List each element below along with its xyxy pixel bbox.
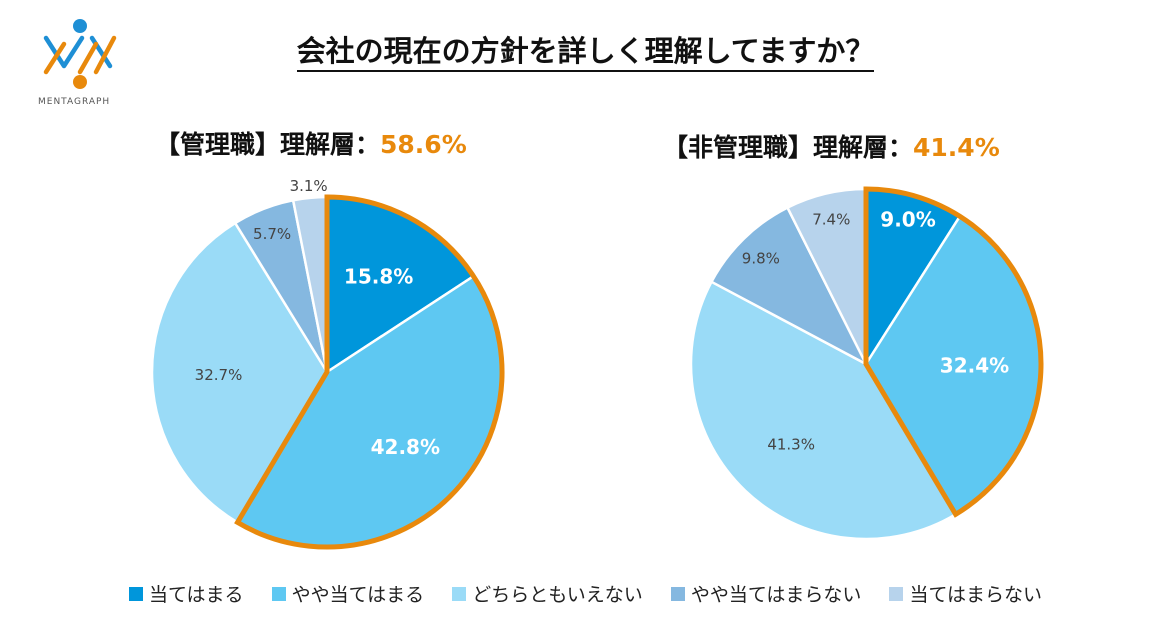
legend-swatch [889,586,904,601]
logo-bottom-dot [73,75,87,89]
pie-slice-label: 9.8% [742,249,780,267]
pie-slice-label: 32.4% [940,354,1009,378]
legend-item: やや当てはまらない [670,580,862,607]
legend-item: やや当てはまる [271,580,425,607]
highlight-outline [863,186,1044,518]
chart-title-value: 41.4% [913,133,1000,162]
chart-title-managers: 【管理職】理解層：58.6% [155,125,467,161]
legend-label: やや当てはまる [291,584,425,606]
pie-slice-label: 5.7% [253,225,291,243]
legend-swatch [670,586,685,601]
pie-slice-label: 15.8% [344,265,413,289]
pie-slice-label: 9.0% [880,207,935,231]
highlight-outline [234,194,505,550]
logo-text: MENTAGRAPH [38,97,111,107]
pie-slice [150,221,329,525]
pie-slice-label: 32.7% [195,366,243,384]
pie-slice-label: 3.1% [290,177,328,195]
legend-item: 当てはまらない [889,580,1042,607]
pie-slice-label: 41.3% [767,436,815,454]
mentagraph-logo [43,19,117,89]
legend-item: 当てはまる [128,580,244,607]
logo-top-dot [73,19,87,33]
legend-swatch [128,586,143,601]
legend-label: 当てはまらない [909,584,1043,606]
chart-title-non-managers: 【非管理職】理解層：41.4% [663,128,1000,164]
pie-slice-label: 7.4% [812,211,850,229]
pie-slice [689,280,958,541]
legend-label: どちらともいえない [472,584,643,606]
chart-title-prefix: 【非管理職】理解層： [663,133,914,162]
legend-swatch [452,586,467,601]
page-title: 会社の現在の方針を詳しく理解してますか？ [0,28,1171,72]
pie-slice [709,205,869,367]
legend-item: どちらともいえない [452,580,643,607]
chart-title-prefix: 【管理職】理解層： [155,130,381,159]
legend: 当てはまる やや当てはまる どちらともいえない やや当てはまらない 当てはまらな… [0,580,1171,607]
chart-title-value: 58.6% [380,130,467,159]
pie-slice-label: 42.8% [371,435,440,459]
page-title-text: 会社の現在の方針を詳しく理解してますか？ [296,34,875,72]
legend-label: やや当てはまらない [690,584,862,606]
logo-orange-strokes [43,35,117,75]
legend-swatch [271,586,286,601]
legend-label: 当てはまる [148,584,244,606]
